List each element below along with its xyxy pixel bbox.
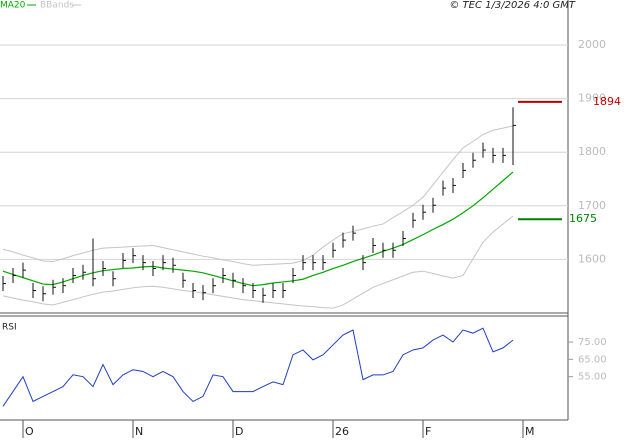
rsi-line — [2, 327, 514, 407]
y-tick-label: 1600 — [578, 252, 606, 265]
x-tick-label: 26 — [335, 425, 349, 438]
y-tick-label: 1800 — [578, 145, 606, 158]
level-label: 1675 — [569, 212, 597, 225]
y-tick-label: 1900 — [578, 92, 606, 105]
ma20-line — [2, 171, 514, 287]
y-tick-label: 55.00 — [578, 372, 607, 383]
x-tick-label: O — [25, 425, 34, 438]
y-tick-label: 2000 — [578, 38, 606, 51]
plot-background — [0, 0, 568, 420]
copyright: © TEC 1/3/2026 4:0 GMT — [449, 0, 576, 11]
bband-upper — [2, 125, 514, 266]
y-tick-label: 75.00 — [578, 337, 607, 348]
x-tick-label: F — [425, 425, 431, 438]
x-tick-label: M — [525, 425, 535, 438]
legend-bbands: BBands — [40, 1, 74, 11]
bband-lower — [2, 215, 514, 309]
rsi-title: RSI — [2, 323, 17, 333]
x-tick-label: N — [135, 425, 143, 438]
x-tick-label: D — [235, 425, 243, 438]
legend-ma20: MA20 — [0, 1, 26, 11]
y-tick-label: 1700 — [578, 199, 606, 212]
level-label: 1894 — [593, 95, 621, 108]
y-tick-label: 65.00 — [578, 354, 607, 365]
